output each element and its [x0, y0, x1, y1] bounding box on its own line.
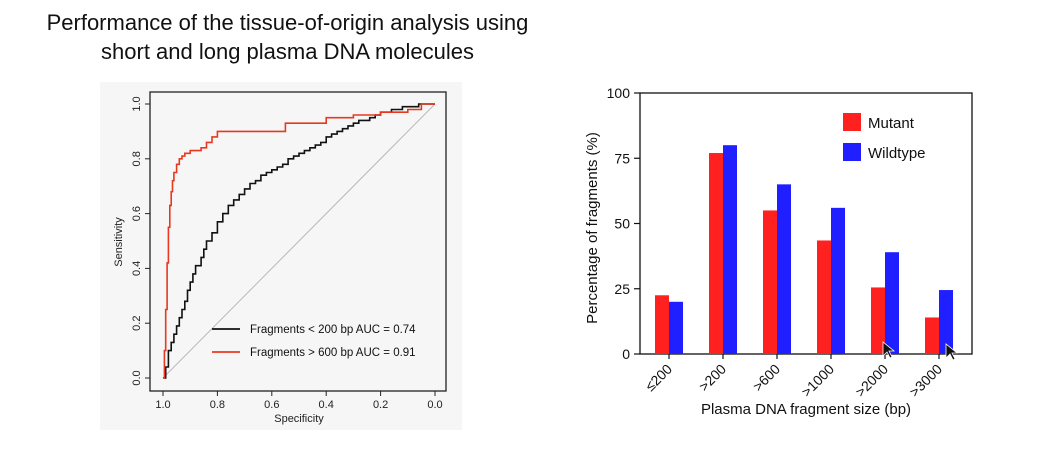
roc-x-tick-label: 0.6: [264, 399, 279, 411]
bar-wildtype-3: [777, 184, 791, 354]
bar-plot-frame: [639, 92, 973, 355]
bar-mutant-3: [763, 210, 777, 354]
slide-title-line-2: short and long plasma DNA molecules: [101, 39, 474, 64]
bar-wildtype-1: [669, 301, 683, 354]
bar-y-tick-label: 75: [614, 150, 630, 166]
mouse-cursor-icon: [945, 343, 959, 361]
bar-category-label: >200: [696, 361, 730, 395]
roc-y-tick-label: 1.0: [131, 96, 143, 111]
roc-y-tick-label: 0.2: [131, 316, 143, 331]
bar-y-tick-label: 25: [614, 281, 630, 297]
bar-mutant-4: [817, 240, 831, 354]
slide-title: Performance of the tissue-of-origin anal…: [0, 8, 575, 66]
roc-panel-background: [100, 82, 462, 430]
bar-legend-label-wildtype: Wildtype: [868, 145, 926, 162]
roc-x-tick-label: 0.4: [319, 399, 334, 411]
bar-y-axis-label: Percentage of fragments (%): [584, 132, 601, 324]
bar-y-tick-label: 100: [607, 85, 631, 101]
bar-mutant-6: [925, 317, 939, 354]
bar-mutant-5: [871, 287, 885, 354]
bar-legend: Mutant Wildtype: [843, 113, 926, 162]
bar-y-tick-label: 0: [622, 346, 630, 362]
mouse-cursor-icon: [882, 341, 896, 359]
bar-wildtype-2: [723, 145, 737, 354]
roc-legend-label-2: Fragments > 600 bp AUC = 0.91: [250, 347, 416, 359]
roc-legend: Fragments < 200 bp AUC = 0.74 Fragments …: [212, 324, 416, 359]
slide-title-line-1: Performance of the tissue-of-origin anal…: [46, 10, 529, 35]
bar-wildtype-5: [885, 252, 899, 354]
bar-wildtype-4: [831, 207, 845, 354]
bar-category-label: >600: [750, 361, 784, 395]
roc-legend-label-1: Fragments < 200 bp AUC = 0.74: [250, 324, 416, 336]
roc-curve-1: [163, 103, 435, 379]
bar-y-tick-label: 50: [614, 216, 630, 232]
bar-category-label: >1000: [798, 361, 837, 400]
bar-wildtype-6: [939, 290, 953, 354]
roc-reference-line: [162, 103, 436, 379]
bar-category-label: >3000: [906, 361, 945, 400]
roc-x-tick-label: 0.2: [373, 399, 388, 411]
roc-y-tick-label: 0.6: [131, 206, 143, 221]
bar-x-axis-label: Plasma DNA fragment size (bp): [701, 401, 911, 418]
roc-x-axis-label: Specificity: [274, 413, 324, 425]
roc-y-axis-label: Sensitivity: [113, 217, 125, 267]
bar-mutant-2: [709, 153, 723, 354]
bar-mutant-1: [655, 295, 669, 354]
roc-x-tick-label: 1.0: [155, 399, 170, 411]
roc-x-tick-label: 0.8: [210, 399, 225, 411]
roc-y-tick-label: 0.4: [131, 261, 143, 276]
bar-legend-swatch-mutant: [843, 113, 861, 131]
bar-legend-label-mutant: Mutant: [868, 115, 915, 132]
roc-curve-2: [163, 103, 435, 379]
bar-category-label: >2000: [852, 361, 891, 400]
roc-y-tick-label: 0.0: [131, 370, 143, 385]
bar-category-label: ≤200: [642, 361, 675, 394]
roc-y-tick-label: 0.8: [131, 151, 143, 166]
roc-x-tick-label: 0.0: [427, 399, 442, 411]
bar-legend-swatch-wildtype: [843, 143, 861, 161]
roc-plot-frame: [149, 91, 447, 392]
